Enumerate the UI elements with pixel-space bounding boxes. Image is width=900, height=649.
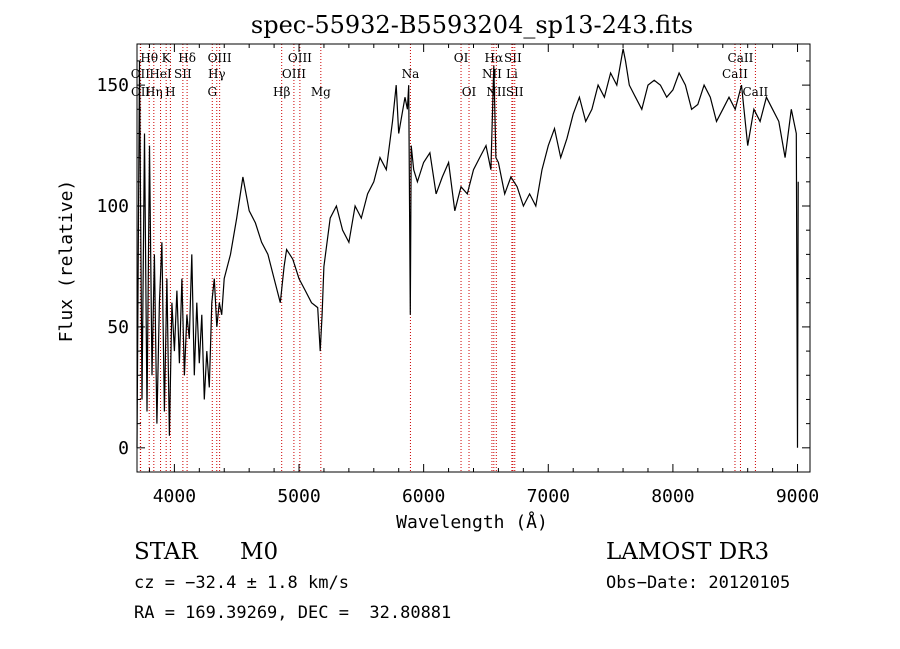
object-class: STAR bbox=[134, 539, 198, 565]
line-marker-label: OII bbox=[131, 85, 151, 99]
line-marker-label: K bbox=[162, 51, 172, 65]
line-marker-label: CaII bbox=[728, 51, 754, 65]
line-marker-label: OIII bbox=[288, 51, 312, 65]
line-marker-label: H bbox=[165, 85, 175, 99]
line-marker-label: SII bbox=[504, 51, 522, 65]
line-marker-label: OI bbox=[462, 85, 477, 99]
y-tick-label: 50 bbox=[107, 317, 129, 338]
x-tick-label: 9000 bbox=[776, 486, 819, 507]
line-marker-label: NII bbox=[486, 85, 506, 99]
x-tick-label: 7000 bbox=[527, 486, 570, 507]
y-axis-label: Flux (relative) bbox=[56, 180, 77, 343]
line-marker-label: Hθ bbox=[140, 51, 158, 65]
line-marker-label: Hγ bbox=[208, 67, 226, 81]
coordinates: RA = 169.39269, DEC = 32.80881 bbox=[134, 603, 452, 623]
line-marker-label: Hδ bbox=[178, 51, 196, 65]
line-marker-label: Li bbox=[506, 67, 518, 81]
x-axis-label: Wavelength (Å) bbox=[396, 511, 548, 533]
x-tick-label: 8000 bbox=[651, 486, 694, 507]
line-marker-label: HeI bbox=[149, 67, 172, 81]
line-marker-label: CaII bbox=[742, 85, 768, 99]
y-tick-label: 100 bbox=[96, 196, 129, 217]
line-marker-label: SII bbox=[174, 67, 192, 81]
line-marker-label: Hβ bbox=[273, 85, 290, 99]
line-marker-label: SII bbox=[506, 85, 524, 99]
line-marker-label: OI bbox=[454, 51, 469, 65]
line-marker-label: Hα bbox=[485, 51, 504, 65]
line-marker-label: G bbox=[207, 85, 217, 99]
plot-frame bbox=[136, 43, 811, 473]
line-marker-label: CaII bbox=[722, 67, 748, 81]
y-tick-label: 150 bbox=[96, 75, 129, 96]
x-tick-label: 6000 bbox=[402, 486, 445, 507]
line-marker-label: NII bbox=[482, 67, 502, 81]
object-subclass: M0 bbox=[240, 539, 279, 565]
x-tick-label: 5000 bbox=[277, 486, 320, 507]
spectrum-trace bbox=[136, 48, 799, 448]
line-marker-label: Mg bbox=[311, 85, 331, 99]
series-line bbox=[136, 48, 799, 448]
line-marker-label: Hη bbox=[145, 85, 163, 99]
chart-title: spec-55932-B5593204_sp13-243.fits bbox=[251, 11, 693, 39]
line-markers: OIIOIIHθHηHeIKHSIIHδGHγOIIIHβOIIIOIIIMgN… bbox=[131, 44, 769, 472]
survey-name: LAMOST DR3 bbox=[606, 539, 770, 565]
line-marker-label: OIII bbox=[282, 67, 306, 81]
x-tick-label: 4000 bbox=[153, 486, 196, 507]
line-marker-label: Na bbox=[402, 67, 420, 81]
cz-value: cz = −32.4 ± 1.8 km/s bbox=[134, 573, 349, 593]
y-tick-label: 0 bbox=[118, 438, 129, 459]
axes: 4000 5000 6000 7000 8000 9000 0 50 100 150 bbox=[96, 44, 819, 507]
line-marker-label: OIII bbox=[208, 51, 232, 65]
obs-date: Obs−Date: 20120105 bbox=[606, 573, 791, 593]
